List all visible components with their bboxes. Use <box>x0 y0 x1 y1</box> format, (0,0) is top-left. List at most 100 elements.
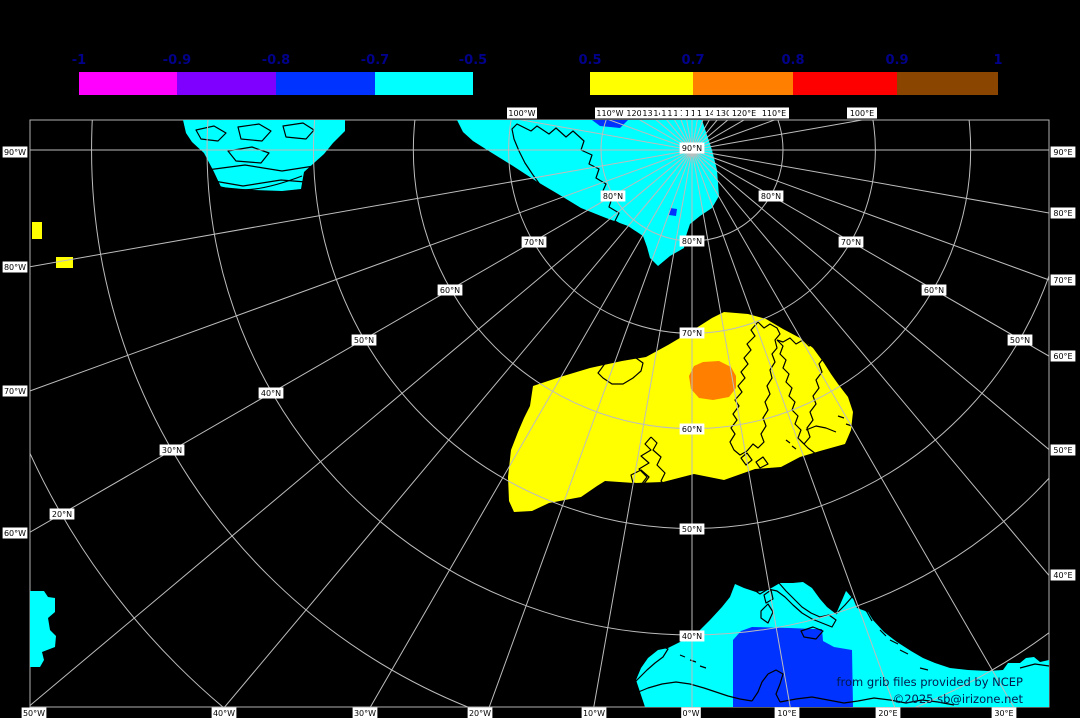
map-label-chip-bg <box>600 190 626 202</box>
map-label-chip: 100°E <box>850 109 874 118</box>
map-label-chip-bg <box>258 387 284 399</box>
map-label-chip: 70°N <box>682 329 702 338</box>
map-label-chip: 80°N <box>682 237 702 246</box>
map-label-chip-bg <box>21 707 47 718</box>
map-label-chip-bg <box>1050 444 1076 456</box>
coastline-path <box>679 654 707 669</box>
meridian-line <box>691 149 1049 281</box>
coastline-path <box>779 696 955 706</box>
map-label-chip-bg <box>507 107 537 119</box>
map-label-chip-bg <box>921 284 947 296</box>
meridian-line <box>691 149 896 707</box>
map-label-chip: 90°E <box>1053 148 1072 157</box>
coastline-path <box>776 337 826 445</box>
colorbar-negative-tick-label: -0.9 <box>162 53 192 68</box>
colorbar-positive <box>590 72 998 95</box>
region-central-med-blue <box>733 627 853 707</box>
map-label-chip-bg <box>1007 334 1033 346</box>
map-label-chip: 40°N <box>682 632 702 641</box>
meridian-line <box>369 149 693 707</box>
colorbar-negative-segment-3 <box>375 72 473 95</box>
colorbar-negative-tick-label: -0.8 <box>261 53 291 68</box>
map-label-chip: 50°N <box>1010 336 1030 345</box>
colorbar-positive-tick-label: 0.9 <box>885 53 909 68</box>
map-label-chip-bg <box>679 327 705 339</box>
coastline-path <box>751 669 784 703</box>
graticule-labels: 100°W110°W120°W130°W140°W150°W160°W170°W… <box>2 107 1076 718</box>
map-label-chip-bg <box>681 707 701 718</box>
meridian-line <box>691 149 1049 577</box>
map-label-chip: 90°N <box>682 144 702 153</box>
map-label-chip: 30°E <box>994 709 1013 718</box>
map-label-chip: 10°E <box>777 709 796 718</box>
meridian-line <box>691 149 1049 214</box>
colorbar-negative-segment-1 <box>177 72 276 95</box>
map-label-chip-bg <box>875 707 901 718</box>
colorbar-positive-segment-2 <box>793 72 897 95</box>
coastline-path <box>756 578 837 628</box>
coastline-path <box>635 681 753 702</box>
map-label-chip-bg <box>847 107 877 119</box>
colorbar-negative <box>79 72 473 95</box>
map-label-chip-bg <box>1050 350 1076 362</box>
map-label-chip: 20°W <box>469 709 491 718</box>
colorbar-negative-tick-label: -0.7 <box>360 53 390 68</box>
map-label-chip: 70°E <box>1053 276 1072 285</box>
map-label-chip-bg <box>49 508 75 520</box>
map-label-chip-bg <box>713 107 743 119</box>
meridian-line <box>223 149 693 707</box>
colorbar-positive-tick-label: 1 <box>993 53 1003 68</box>
map-label-chip-bg <box>679 423 705 435</box>
map-label-chip-bg <box>1050 569 1076 581</box>
map-label-chip: 20°E <box>878 709 897 718</box>
map-label-chip-bg <box>679 142 705 154</box>
map-label-chip-bg <box>2 527 28 539</box>
map-label-chip: 110°W <box>596 109 623 118</box>
map-label-chip-bg <box>729 107 759 119</box>
colorbar-positive-tick-label: 0.7 <box>681 53 705 68</box>
coastline-path <box>800 626 824 640</box>
colorbar-negative-tick-label: -1 <box>71 53 87 68</box>
map-label-chip: 120°W <box>626 109 653 118</box>
region-arctic-blue-streak <box>592 120 628 128</box>
map-label-chip: 90°W <box>4 148 26 157</box>
meridian-line <box>593 149 693 707</box>
map-label-chip-bg <box>838 236 864 248</box>
coastline-path <box>597 355 644 385</box>
colorbar-positive-segment-0 <box>590 72 693 95</box>
coastline-path <box>650 436 668 488</box>
coastline-path <box>799 439 834 463</box>
map-label-chip-bg <box>2 385 28 397</box>
map-label-chip-bg <box>679 630 705 642</box>
region-west-yellow-fleck-2 <box>56 257 73 268</box>
coastline-path <box>621 645 669 693</box>
region-greenland-blue-dot <box>669 208 677 216</box>
map-label-chip-bg <box>521 236 547 248</box>
map-label-chip: 70°N <box>841 238 861 247</box>
map-label-chip-bg <box>351 334 377 346</box>
meridian-line <box>30 149 693 268</box>
map-label-chip: 20°N <box>52 510 72 519</box>
map-label-chip: 40°N <box>261 389 281 398</box>
map-label-chip: 80°E <box>1053 209 1072 218</box>
map-label-chip-bg <box>2 261 28 273</box>
map-label-chip: 60°E <box>1053 352 1072 361</box>
map-label-chip-bg <box>467 707 493 718</box>
region-norwegian-sea-orange <box>689 361 736 400</box>
map-label-chip: 110°E <box>762 109 786 118</box>
coastline-path <box>630 469 650 486</box>
coastline-path <box>195 125 227 142</box>
colorbar-negative-segment-2 <box>276 72 375 95</box>
map-label-chip-bg <box>595 107 625 119</box>
map-label-chip-bg <box>581 707 607 718</box>
map-label-chip: 60°N <box>682 425 702 434</box>
meridian-line <box>691 149 1049 357</box>
map-label-chip: 80°N <box>761 192 781 201</box>
map-label-chip: 40°E <box>1053 571 1072 580</box>
coastline-path <box>227 146 270 164</box>
map-label-chip: 60°W <box>4 529 26 538</box>
map-label-chip-bg <box>774 707 800 718</box>
